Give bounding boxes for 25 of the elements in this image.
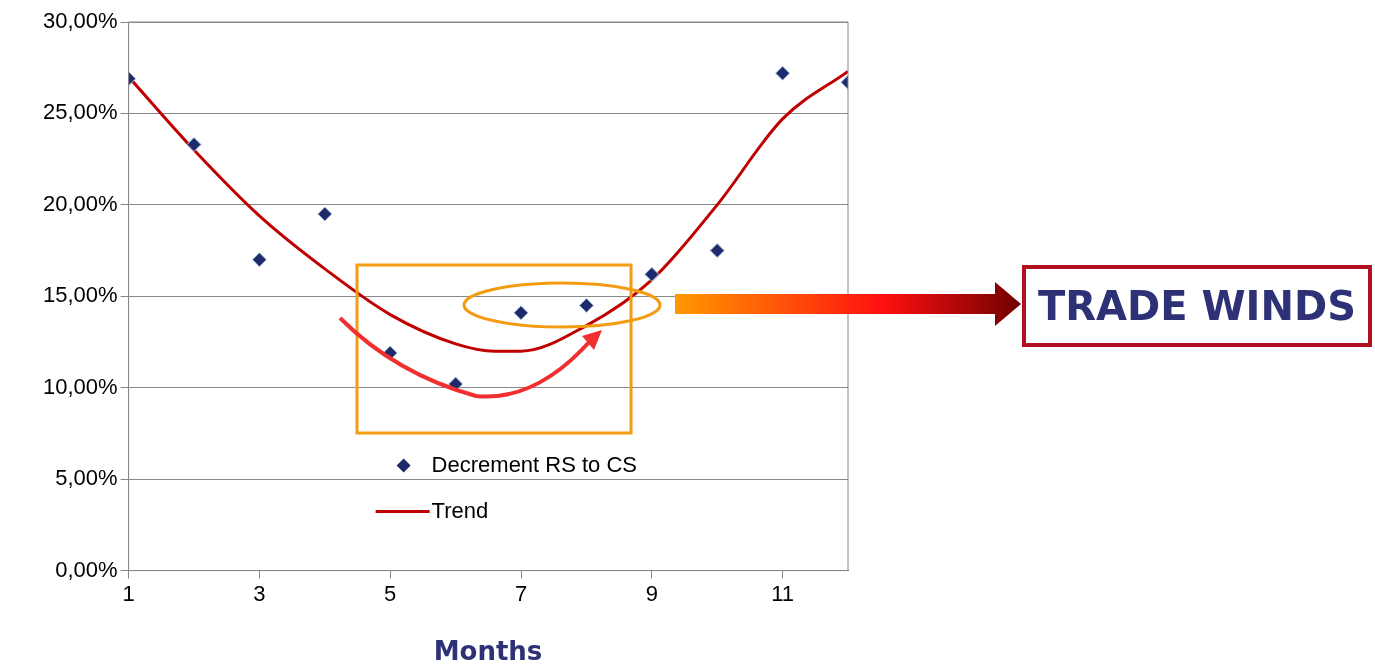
point (709, 243, 725, 259)
y-tick-label: 5,00% (55, 465, 118, 491)
y-tick-label: 25,00% (42, 99, 118, 125)
x-tick-label: 5 (384, 580, 397, 606)
x-tick-label: 11 (771, 580, 795, 606)
point (513, 305, 529, 321)
point (251, 252, 267, 268)
x-tick-label: 7 (514, 580, 528, 606)
point (775, 65, 791, 81)
x-tick-label: 1 (122, 580, 135, 606)
y-tick-label: 20,00% (42, 190, 118, 216)
point (578, 297, 594, 313)
x-axis-title: Months (432, 636, 544, 666)
point (644, 266, 660, 282)
point (317, 206, 333, 222)
text: TRADE WINDS (1022, 265, 1372, 347)
y-tick-label: 30,00% (42, 8, 118, 34)
x-tick-label: 3 (253, 580, 266, 606)
y-tick-label: 0,00% (55, 556, 118, 582)
y-tick-label: 10,00% (42, 373, 118, 399)
legend-label: Decrement RS to CS (431, 451, 638, 477)
x-tick-label: 9 (645, 580, 658, 606)
point (186, 137, 202, 153)
y-tick-label: 15,00% (42, 282, 118, 308)
legend-label: Trend (431, 497, 489, 523)
